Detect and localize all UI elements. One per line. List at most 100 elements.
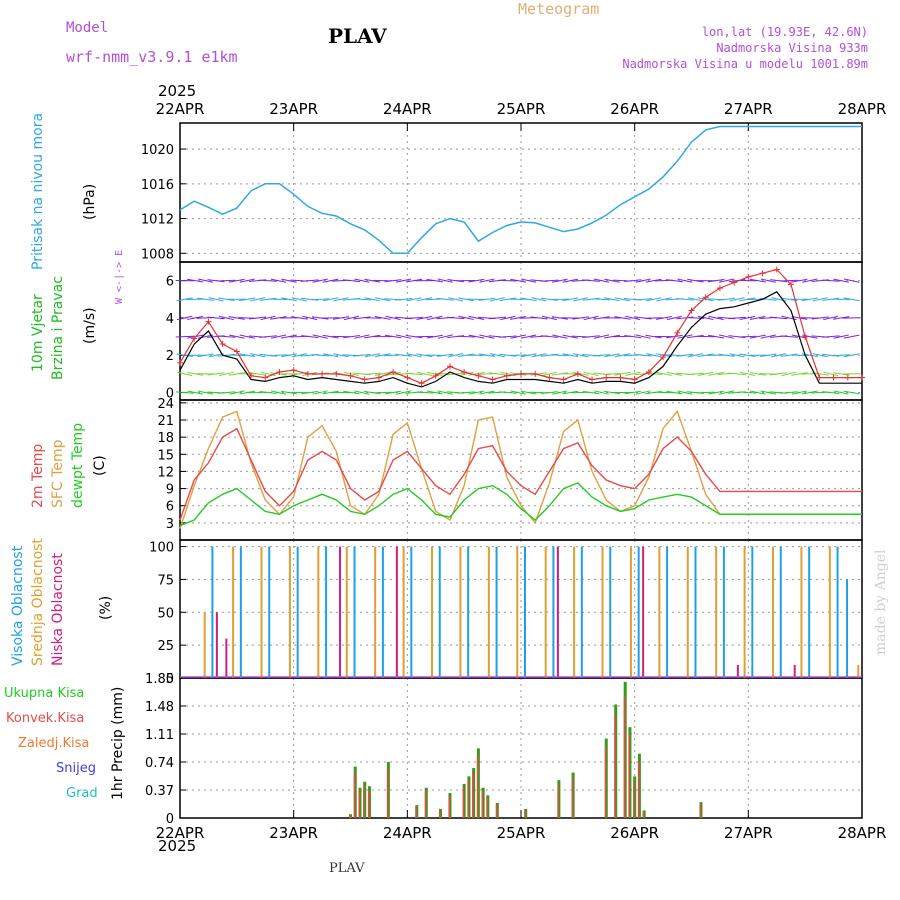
- wind-speed-line: [179, 291, 862, 388]
- wind-arrow: [697, 353, 714, 358]
- cloud-high-bar: [239, 546, 242, 678]
- wind-arrow: [614, 316, 631, 320]
- wind-arrow: [468, 334, 485, 339]
- precip-conv-bar: [524, 810, 526, 818]
- wind-gust-marker: [191, 335, 198, 342]
- wind-arrow: [458, 315, 474, 320]
- wind-arrow: [728, 316, 746, 320]
- wind-arrow: [530, 316, 548, 320]
- wind-arrow: [239, 353, 256, 358]
- wind-arrow: [385, 390, 402, 395]
- wind-arrow: [353, 316, 371, 320]
- wind-arrow: [354, 278, 370, 283]
- wind-gust-marker: [830, 374, 837, 381]
- cloud-mid-bar: [260, 546, 263, 678]
- model-label: Model: [66, 20, 109, 36]
- wind-ylabel-2: Brzina i Pravac: [50, 276, 66, 380]
- wind-gust-marker: [248, 372, 255, 379]
- x-label-top: 24APR: [383, 100, 432, 118]
- precip-conv-bar: [467, 780, 469, 818]
- cloud-low-bar: [339, 546, 342, 678]
- wind-arrow: [468, 315, 485, 320]
- wind-arrow: [822, 391, 840, 394]
- y-tick-label: 18: [157, 431, 174, 446]
- wind-arrow: [770, 372, 788, 376]
- wind-arrow: [687, 297, 703, 302]
- wind-arrow: [791, 278, 808, 283]
- wind-gust-marker: [475, 372, 482, 379]
- precip-ylabel: 1hr Precip (mm): [110, 687, 126, 800]
- y-tick-label: 1020: [141, 143, 174, 158]
- wind-gust-marker: [674, 329, 681, 336]
- wind-arrow: [562, 334, 579, 339]
- y-tick-label: 6: [166, 275, 174, 290]
- wind-arrow: [436, 297, 454, 301]
- wind-arrow: [821, 279, 840, 282]
- wind-arrow: [488, 279, 506, 283]
- wind-arrow: [395, 353, 413, 357]
- wind-arrow: [332, 316, 350, 320]
- wind-arrow: [593, 334, 610, 339]
- wind-arrow: [217, 335, 236, 338]
- wind-arrow: [342, 279, 361, 283]
- wind-arrow: [603, 334, 620, 339]
- cloud-mid-bar: [317, 546, 320, 678]
- y-tick-label: 75: [157, 573, 174, 588]
- wind-arrow: [406, 353, 422, 358]
- wind-arrow: [510, 316, 527, 320]
- wind-gust-marker: [759, 270, 766, 277]
- precip-conv-bar: [462, 787, 465, 818]
- pressure-ylabel: Pritisak na nivou mora: [30, 112, 46, 270]
- precip-label-unit: (mm): [110, 686, 126, 725]
- wind-arrow: [520, 297, 537, 302]
- wind-arrow: [625, 371, 641, 376]
- wind-gust-marker: [532, 370, 539, 377]
- wind-arrow: [802, 278, 818, 283]
- wind-arrow: [260, 315, 276, 321]
- wind-arrow: [499, 297, 516, 302]
- panel-frame: [179, 399, 863, 541]
- wind-arrow: [843, 390, 860, 395]
- precip-conv-bar: [571, 777, 574, 818]
- wind-gust-marker: [489, 376, 496, 383]
- wind-arrow: [281, 353, 297, 358]
- cloud-mid-bar: [573, 546, 576, 678]
- wind-arrow: [833, 390, 849, 395]
- wind-arrow: [489, 353, 505, 358]
- wind-arrow: [738, 391, 757, 394]
- wind-arrow: [499, 353, 517, 357]
- wind-arrow: [270, 278, 287, 283]
- cloud-high-bar: [296, 546, 299, 678]
- precip-conv-bar: [476, 755, 479, 818]
- wind-arrow: [291, 316, 308, 320]
- wind-arrow: [843, 353, 860, 358]
- y-tick-label: 1016: [141, 178, 174, 193]
- wind-arrow: [666, 371, 683, 376]
- wind-arrow: [708, 390, 724, 395]
- temp-unit: (C): [92, 455, 108, 476]
- wind-gust-marker: [546, 374, 553, 381]
- wind-arrow: [832, 372, 850, 376]
- y-tick-label: 0.37: [145, 784, 174, 799]
- wind-arrow: [363, 390, 381, 395]
- wind-arrow: [843, 278, 860, 283]
- wind-arrow: [572, 353, 589, 358]
- cloud-mid-bar: [772, 546, 775, 678]
- wind-arrow: [749, 372, 766, 376]
- wind-arrow: [249, 316, 267, 320]
- wind-gust-marker: [518, 370, 524, 377]
- wind-arrow: [738, 335, 757, 338]
- wind-arrow: [354, 390, 370, 395]
- wind-arrow: [739, 371, 756, 376]
- wind-arrow: [582, 279, 600, 282]
- wind-arrow: [656, 297, 672, 302]
- wind-arrow: [384, 334, 402, 339]
- x-label-bottom: 23APR: [269, 824, 318, 842]
- wind-arrow: [333, 297, 349, 302]
- wind-arrow: [468, 278, 485, 283]
- wind-arrow: [823, 371, 839, 377]
- wind-arrow: [405, 278, 423, 283]
- wind-gust-marker: [205, 318, 212, 325]
- wind-arrow: [625, 315, 641, 321]
- cloud-mid-bar: [715, 546, 718, 678]
